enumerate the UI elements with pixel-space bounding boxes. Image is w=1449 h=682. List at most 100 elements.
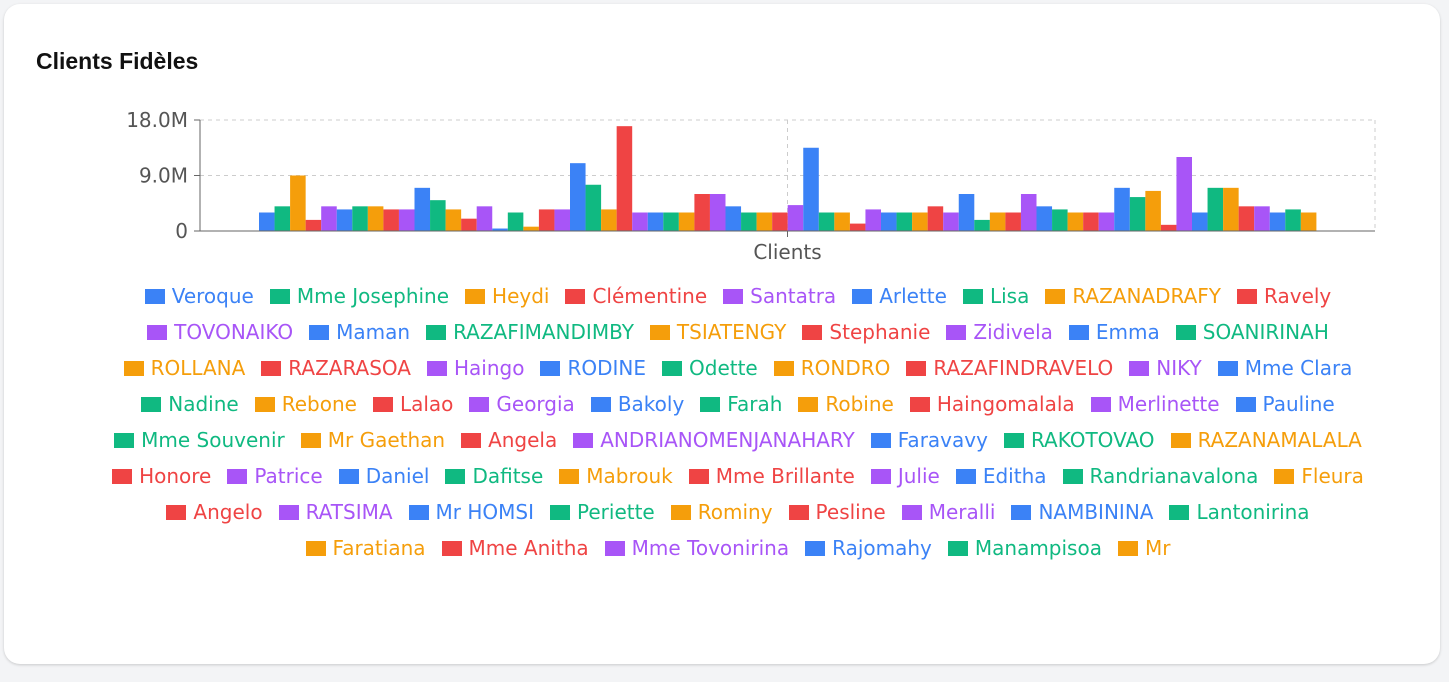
legend-item[interactable]: Mme Souvenir (114, 422, 285, 458)
bar-3 (290, 175, 306, 231)
legend-label: Mabrouk (586, 464, 673, 488)
legend-item[interactable]: Mr HOMSI (408, 494, 534, 530)
chart-card: Clients Fidèles (4, 4, 1440, 664)
legend-item[interactable]: Odette (662, 350, 758, 386)
legend-item[interactable]: Faratiana (305, 530, 426, 566)
legend-item[interactable]: Mme Josephine (269, 278, 450, 314)
legend-item[interactable]: Mr (1117, 530, 1170, 566)
legend-label: Mme Brillante (715, 464, 855, 488)
legend-item[interactable]: Patrice (227, 458, 323, 494)
legend-item[interactable]: RODINE (540, 350, 646, 386)
legend-item[interactable]: Randrianavalona (1062, 458, 1258, 494)
legend-item[interactable]: ANDRIANOMENJANAHARY (573, 422, 855, 458)
legend-swatch (540, 360, 561, 376)
legend-swatch (269, 288, 290, 304)
bar-22 (585, 184, 602, 231)
legend-item[interactable]: RAZAFINDRAVELO (906, 350, 1113, 386)
legend-item[interactable]: Emma (1068, 314, 1160, 350)
bar-39 (849, 223, 866, 231)
legend-item[interactable]: Faravavy (870, 422, 988, 458)
bar-47 (974, 219, 990, 231)
bar-53 (1067, 212, 1084, 231)
legend-item[interactable]: Maman (309, 314, 410, 350)
legend-item[interactable]: Haingomalala (909, 386, 1075, 422)
legend-swatch (550, 504, 571, 520)
legend-item[interactable]: TSIATENGY (649, 314, 786, 350)
legend-item[interactable]: NIKY (1129, 350, 1202, 386)
legend-item[interactable]: Meralli (901, 494, 995, 530)
legend-item[interactable]: RAKOTOVAO (1003, 422, 1155, 458)
legend-label: Mme Josephine (296, 284, 450, 308)
legend-item[interactable]: Veroque (144, 278, 254, 314)
legend-item[interactable]: Lisa (962, 278, 1029, 314)
legend-item[interactable]: RATSIMA (278, 494, 393, 530)
legend-item[interactable]: Farah (700, 386, 782, 422)
legend-label: Editha (982, 464, 1047, 488)
legend-item[interactable]: Santatra (723, 278, 836, 314)
legend-item[interactable]: Mr Gaethan (300, 422, 445, 458)
legend-item[interactable]: Rominy (670, 494, 773, 530)
bar-59 (1160, 224, 1177, 231)
legend-label: ROLLANA (150, 356, 246, 380)
legend-item[interactable]: Nadine (141, 386, 239, 422)
legend-item[interactable]: TOVONAIKO (147, 314, 293, 350)
bar-36 (803, 147, 819, 231)
legend-item[interactable]: RAZAFIMANDIMBY (426, 314, 634, 350)
legend-item[interactable]: Ravely (1237, 278, 1331, 314)
legend-swatch (461, 432, 482, 448)
legend-item[interactable]: Rebone (254, 386, 357, 422)
bar-1 (259, 212, 275, 231)
legend-item[interactable]: Clémentine (565, 278, 707, 314)
bar-66 (1269, 212, 1286, 231)
legend-item[interactable]: Bakoly (590, 386, 685, 422)
legend-item[interactable]: Dafitse (445, 458, 543, 494)
bar-62 (1207, 187, 1224, 231)
legend-swatch (261, 360, 282, 376)
legend-item[interactable]: NAMBININA (1011, 494, 1153, 530)
bar-20 (554, 209, 570, 231)
legend-swatch (870, 432, 891, 448)
legend-item[interactable]: RAZARASOA (261, 350, 411, 386)
legend-item[interactable]: Mme Brillante (688, 458, 855, 494)
legend-item[interactable]: Manampisoa (947, 530, 1102, 566)
legend-label: Santatra (750, 284, 837, 308)
legend-item[interactable]: SOANIRINAH (1175, 314, 1329, 350)
legend-swatch (852, 288, 873, 304)
legend-item[interactable]: Mabrouk (559, 458, 673, 494)
legend-label: Faravavy (897, 428, 988, 452)
legend-item[interactable]: Honore (112, 458, 211, 494)
legend-label: Bakoly (617, 392, 685, 416)
legend-item[interactable]: Pesline (788, 494, 886, 530)
legend-label: Fleura (1301, 464, 1364, 488)
legend-item[interactable]: Julie (870, 458, 940, 494)
legend-item[interactable]: Mme Tovonirina (604, 530, 789, 566)
legend-item[interactable]: Zidivela (946, 314, 1053, 350)
legend-item[interactable]: Arlette (852, 278, 947, 314)
legend-swatch (1117, 540, 1138, 556)
legend-swatch (123, 360, 144, 376)
legend-item[interactable]: RAZANADRAFY (1045, 278, 1221, 314)
legend-item[interactable]: Heydi (465, 278, 549, 314)
legend-item[interactable]: Editha (955, 458, 1047, 494)
legend-item[interactable]: ROLLANA (123, 350, 246, 386)
legend-item[interactable]: Robine (798, 386, 894, 422)
legend-item[interactable]: Stephanie (802, 314, 930, 350)
legend-item[interactable]: Daniel (338, 458, 429, 494)
legend-item[interactable]: Periette (550, 494, 655, 530)
legend-item[interactable]: Angelo (166, 494, 263, 530)
legend-item[interactable]: Mme Anitha (441, 530, 589, 566)
legend-item[interactable]: Rajomahy (805, 530, 932, 566)
legend-swatch (305, 540, 326, 556)
legend-item[interactable]: RAZANAMALALA (1170, 422, 1362, 458)
legend-item[interactable]: RONDRO (773, 350, 891, 386)
legend-item[interactable]: Haingo (426, 350, 524, 386)
legend-item[interactable]: Fleura (1274, 458, 1364, 494)
legend-item[interactable]: Lalao (372, 386, 453, 422)
legend-item[interactable]: Georgia (469, 386, 575, 422)
legend-item[interactable]: Pauline (1235, 386, 1335, 422)
legend-item[interactable]: Angela (461, 422, 557, 458)
legend-item[interactable]: Merlinette (1090, 386, 1220, 422)
legend-label: RONDRO (800, 356, 891, 380)
legend-item[interactable]: Mme Clara (1217, 350, 1352, 386)
legend-item[interactable]: Lantonirina (1169, 494, 1310, 530)
